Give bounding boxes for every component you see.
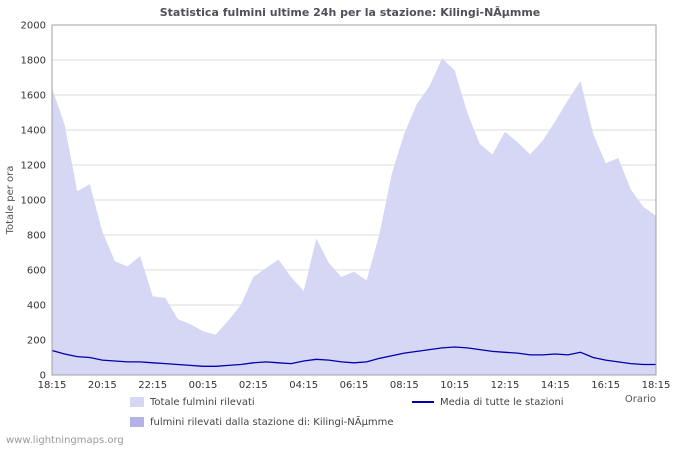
y-tick-label: 1200: [21, 161, 46, 172]
y-tick-label: 1000: [21, 196, 46, 207]
area-series-0: [52, 58, 656, 376]
y-tick-label: 1800: [21, 56, 46, 67]
legend-row-2: fulmini rilevati dalla stazione di: Kili…: [130, 412, 675, 432]
plot-border: [51, 24, 657, 376]
x-tick-label: 20:15: [88, 380, 117, 391]
y-tick-label: 0: [40, 371, 46, 382]
line-series-2: [51, 346, 656, 367]
y-tick-label: 1600: [21, 91, 46, 102]
x-tick-label: 06:15: [340, 380, 369, 391]
x-tick-label: 16:15: [591, 380, 620, 391]
legend-line-media: [412, 401, 434, 403]
legend-swatch-station: [130, 417, 144, 427]
x-axis-title: Orario: [625, 394, 656, 405]
x-tick-label: 00:15: [189, 380, 218, 391]
x-tick-label: 02:15: [239, 380, 268, 391]
chart-legend: Totale fulmini rilevati Media di tutte l…: [130, 392, 675, 432]
watermark-link: www.lightningmaps.org: [6, 435, 124, 446]
legend-row-1: Totale fulmini rilevati Media di tutte l…: [130, 392, 675, 412]
y-axis-title: Totale per ora: [5, 166, 16, 236]
x-tick-label: 08:15: [390, 380, 419, 391]
y-tick-label: 2000: [21, 21, 46, 32]
x-tick-label: 18:15: [642, 380, 671, 391]
x-tick-label: 04:15: [289, 380, 318, 391]
legend-label-total: Totale fulmini rilevati: [150, 396, 255, 408]
x-tick-label: 14:15: [541, 380, 570, 391]
y-tick-label: 400: [27, 301, 46, 312]
x-tick-label: 18:15: [38, 380, 67, 391]
x-tick-label: 10:15: [440, 380, 469, 391]
legend-label-media: Media di tutte le stazioni: [440, 396, 564, 408]
x-tick-label: 12:15: [491, 380, 520, 391]
y-tick-label: 600: [27, 266, 46, 277]
y-tick-label: 1400: [21, 126, 46, 137]
chart-title: Statistica fulmini ultime 24h per la sta…: [159, 6, 541, 19]
legend-swatch-total: [130, 397, 144, 407]
legend-label-station: fulmini rilevati dalla stazione di: Kili…: [150, 416, 394, 428]
y-tick-label: 800: [27, 231, 46, 242]
x-tick-label: 22:15: [138, 380, 167, 391]
y-tick-label: 200: [27, 336, 46, 347]
